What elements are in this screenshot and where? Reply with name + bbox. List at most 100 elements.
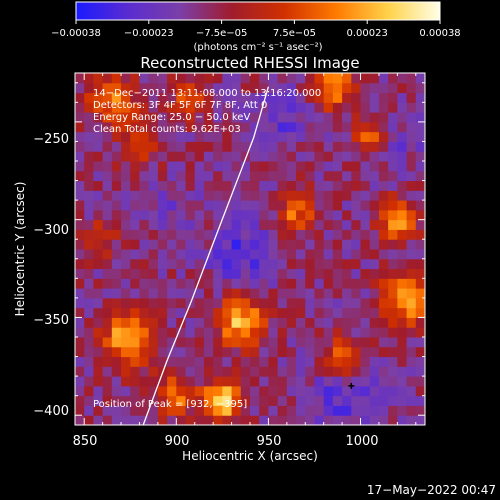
heatmap-cell	[75, 239, 85, 250]
heatmap-cell	[231, 161, 242, 172]
heatmap-cell	[222, 239, 233, 250]
heatmap-cell	[342, 170, 352, 182]
heatmap-cell	[332, 337, 343, 348]
heatmap-cell	[388, 219, 398, 230]
heatmap-cell	[148, 219, 159, 230]
heatmap-cell	[332, 180, 343, 191]
heatmap-cell	[314, 317, 325, 328]
heatmap-cell	[259, 170, 269, 182]
heatmap-cell	[296, 161, 306, 172]
heatmap-cell	[360, 161, 371, 172]
heatmap-cell	[231, 268, 242, 279]
heatmap-cell	[130, 278, 140, 289]
heatmap-cell	[231, 239, 242, 250]
heatmap-cell	[369, 82, 380, 94]
heatmap-cell	[397, 239, 408, 250]
heatmap-cell	[222, 92, 233, 103]
heatmap-cell	[378, 112, 389, 123]
heatmap-cell	[222, 356, 233, 367]
heatmap-cell	[305, 346, 315, 358]
heatmap-cell	[342, 366, 352, 377]
heatmap-cell	[342, 307, 352, 318]
heatmap-cell	[323, 337, 334, 348]
heatmap-cell	[213, 73, 223, 84]
heatmap-cell	[314, 73, 325, 84]
heatmap-cell	[406, 141, 417, 152]
heatmap-cell	[222, 415, 233, 425]
heatmap-cell	[296, 297, 306, 309]
heatmap-cell	[194, 82, 205, 94]
heatmap-cell	[250, 288, 260, 299]
heatmap-cell	[130, 395, 140, 406]
heatmap-cell	[415, 327, 425, 338]
heatmap-cell	[388, 190, 398, 201]
heatmap-cell	[406, 288, 417, 299]
heatmap-cell	[148, 141, 159, 152]
heatmap-cell	[323, 161, 334, 172]
heatmap-cell	[176, 288, 187, 299]
heatmap-cell	[213, 131, 223, 142]
heatmap-cell	[415, 385, 425, 397]
heatmap-cell	[323, 170, 334, 182]
heatmap-cell	[406, 73, 417, 84]
heatmap-cell	[360, 395, 371, 406]
heatmap-cell	[93, 297, 104, 309]
heatmap-cell	[231, 200, 242, 211]
colorbar-tick-labels: −0.00038 −0.00023 −7.5e−05 7.5e−05 0.00023 0.…	[51, 28, 461, 39]
heatmap-cell	[167, 180, 177, 191]
heatmap-cell	[176, 415, 187, 425]
heatmap-cell	[240, 356, 251, 367]
heatmap-cell	[268, 268, 279, 279]
heatmap-cell	[231, 415, 242, 425]
heatmap-cell	[75, 170, 85, 182]
heatmap-cell	[222, 337, 233, 348]
heatmap-cell	[111, 317, 122, 328]
heatmap-cell	[268, 102, 279, 113]
heatmap-cell	[130, 73, 140, 84]
heatmap-cell	[351, 327, 362, 338]
heatmap-cell	[305, 278, 315, 289]
heatmap-cell	[75, 209, 85, 221]
heatmap-cell	[314, 92, 325, 103]
heatmap-cell	[342, 92, 352, 103]
heatmap-cell	[305, 112, 315, 123]
heatmap-cell	[397, 200, 408, 211]
heatmap-cell	[397, 366, 408, 377]
heatmap-cell	[231, 92, 242, 103]
heatmap-cell	[213, 415, 223, 425]
heatmap-cell	[360, 190, 371, 201]
heatmap-cell	[250, 161, 260, 172]
heatmap-cell	[167, 297, 177, 309]
heatmap-cell	[305, 190, 315, 201]
heatmap-cell	[148, 366, 159, 377]
heatmap-cell	[378, 209, 389, 221]
heatmap-cell	[130, 151, 140, 162]
heatmap-cell	[259, 297, 269, 309]
heatmap-cell	[176, 161, 187, 172]
heatmap-cell	[213, 337, 223, 348]
heatmap-cell	[213, 82, 223, 94]
heatmap-cell	[139, 288, 150, 299]
heatmap-cell	[185, 229, 196, 240]
heatmap-cell	[369, 102, 380, 113]
heatmap-cell	[157, 190, 168, 201]
heatmap-cell	[231, 190, 242, 201]
heatmap-cell	[268, 376, 279, 387]
heatmap-cell	[157, 209, 168, 221]
heatmap-cell	[360, 307, 371, 318]
heatmap-cell	[388, 327, 398, 338]
heatmap-cell	[130, 317, 140, 328]
heatmap-cell	[397, 395, 408, 406]
heatmap-cell	[286, 180, 297, 191]
heatmap-cell	[185, 170, 196, 182]
heatmap-cell	[75, 337, 85, 348]
heatmap-cell	[250, 73, 260, 84]
heatmap-cell	[213, 346, 223, 358]
heatmap-cell	[194, 405, 205, 416]
heatmap-cell	[388, 268, 398, 279]
heatmap-cell	[268, 161, 279, 172]
heatmap-cell	[93, 92, 104, 103]
heatmap-cell	[111, 190, 122, 201]
heatmap-cell	[148, 239, 159, 250]
x-axis-label: Heliocentric X (arcsec)	[182, 449, 318, 463]
